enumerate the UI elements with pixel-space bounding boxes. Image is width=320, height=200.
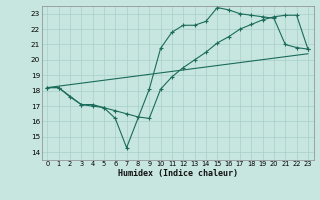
X-axis label: Humidex (Indice chaleur): Humidex (Indice chaleur) (118, 169, 237, 178)
